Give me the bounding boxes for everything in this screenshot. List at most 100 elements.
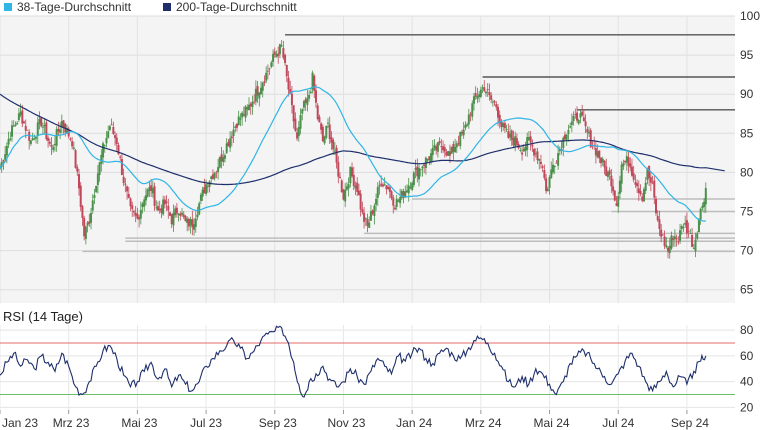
candle-body [29,140,32,144]
candle-body [366,219,369,226]
candle-body [625,156,628,163]
candle-body [605,166,608,176]
candle-body [667,247,670,252]
candle-body [217,167,220,172]
candle-body [40,117,43,127]
candle-body [393,207,396,210]
candle-body [440,146,443,148]
candle-body [258,92,261,99]
candle-body [596,151,599,158]
candlesticks [0,40,707,259]
candle-body [375,198,378,205]
candle-body [17,113,20,120]
candle-body [526,137,529,150]
candle-body [670,235,673,249]
x-tick-label: Jul 24 [602,416,634,430]
candle-body [48,141,51,144]
candle-body [69,138,72,140]
candle-body [423,164,426,166]
candle-body [81,206,84,219]
candle-body [309,91,312,93]
candle-body [102,143,105,158]
candle-body [541,166,544,168]
candle-body [479,89,482,97]
candle-body [491,101,494,103]
candle-body [158,208,161,211]
candle-body [107,131,110,138]
candle-body [419,169,422,171]
candle-body [253,101,256,103]
candle-body [65,127,68,133]
candle-body [2,160,5,162]
x-axis: Jan 23 Mrz 23 Mai 23 Jul 23 Sep 23 Nov 23 Jan … [0,410,709,430]
candle-body [88,221,91,224]
candle-body [699,208,702,220]
candle-body [98,162,101,175]
candle-body [663,236,666,246]
price-y-tick-label: 65 [740,283,754,297]
candle-body [280,45,283,47]
candle-body [514,136,517,147]
candle-body [543,170,546,178]
candle-body [287,77,290,90]
candle-body [235,123,238,128]
x-tick-label: Jul 23 [190,416,222,430]
candle-body [481,87,484,89]
candle-body [122,176,125,184]
candle-body [464,124,467,129]
candle-body [335,147,338,163]
legend: 38-Tage-Durchschnitt 200-Tage-Durchschni… [4,0,297,14]
candle-body [364,218,367,220]
candle-body [148,187,151,191]
candle-body [624,160,627,163]
candle-body [242,114,245,116]
candle-body [117,145,120,155]
candle-body [402,191,405,198]
candle-body [143,199,146,207]
candle-body [503,123,506,129]
candle-body [72,147,75,149]
candle-body [448,151,451,156]
candle-body [248,104,251,111]
candle-body [306,97,309,105]
candle-body [478,94,481,97]
ma38-line [0,86,706,222]
candle-body [627,157,630,166]
candle-body [165,201,168,203]
candle-body [565,134,568,140]
candle-body [196,214,199,218]
legend-label-ma38: 38-Tage-Durchschnitt [17,0,132,14]
candle-body [395,198,398,207]
candle-body [76,167,79,172]
candle-body [615,203,618,206]
candle-body [52,147,55,150]
rsi-y-axis: 20 40 60 80 [740,323,754,414]
candle-body [572,115,575,122]
candle-body [689,233,692,234]
candle-body [586,129,589,133]
candle-body [641,196,644,201]
candle-body [567,129,570,135]
candle-body [651,182,654,184]
candle-body [155,207,158,209]
candle-body [35,136,38,139]
candle-body [79,185,82,207]
candle-body [246,107,249,110]
candle-body [162,199,165,215]
candle-body [318,116,321,123]
rsi-grid [0,325,735,410]
x-tick-label: Jan 23 [2,416,38,430]
candle-body [601,158,604,163]
candle-body [620,164,623,184]
candle-body [313,75,316,91]
candle-body [484,91,487,94]
candle-body [91,200,94,211]
candle-body [139,209,142,219]
candle-body [47,138,50,141]
candle-body [194,218,197,227]
candle-body [31,138,34,140]
candle-body [682,226,685,228]
candle-body [512,138,515,146]
candle-body [241,112,244,118]
